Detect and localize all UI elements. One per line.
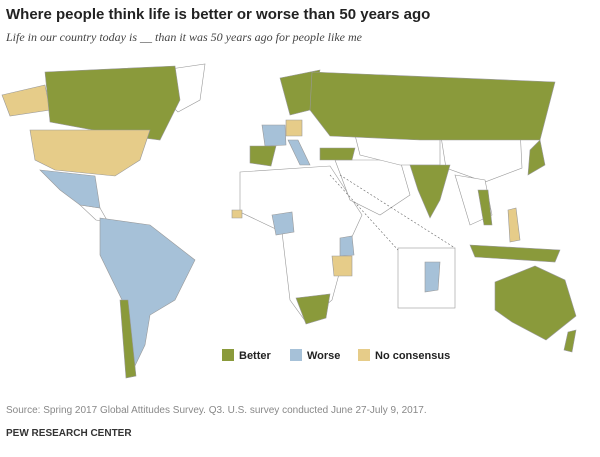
legend-label: Worse	[307, 350, 340, 362]
legend-swatch	[358, 349, 370, 361]
turkey	[319, 147, 356, 161]
legend-label: Better	[239, 350, 272, 362]
senegal	[231, 209, 243, 219]
india	[409, 164, 451, 219]
vietnam	[477, 189, 493, 226]
alaska	[1, 84, 51, 117]
australia	[494, 265, 577, 341]
title: Where people think life is better or wor…	[6, 6, 431, 23]
inset-line	[329, 174, 399, 251]
canada	[44, 65, 181, 141]
new-zealand	[563, 329, 577, 353]
south-africa	[295, 293, 331, 325]
russia	[309, 71, 556, 141]
legend: Better Worse No consensus	[222, 349, 450, 362]
united-states	[29, 129, 151, 177]
credit: PEW RESEARCH CENTER	[6, 428, 132, 439]
legend-label: No consensus	[375, 350, 450, 362]
italy	[287, 139, 311, 166]
kenya	[339, 235, 355, 257]
subtitle: Life in our country today is __ than it …	[6, 30, 362, 44]
legend-swatch	[222, 349, 234, 361]
source: Source: Spring 2017 Global Attitudes Sur…	[6, 405, 427, 416]
germany	[285, 119, 303, 137]
japan	[527, 139, 546, 176]
world-map: Better Worse No consensus	[1, 63, 577, 379]
philippines	[507, 207, 521, 243]
mexico	[39, 169, 101, 209]
legend-swatch	[290, 349, 302, 361]
chile	[119, 299, 137, 379]
tanzania	[331, 255, 353, 277]
inset-line	[339, 174, 456, 249]
indonesia	[469, 244, 561, 263]
south-america	[99, 217, 196, 374]
nigeria	[271, 211, 295, 236]
france	[261, 124, 287, 147]
spain	[249, 145, 277, 167]
jordan-inset	[424, 261, 441, 293]
